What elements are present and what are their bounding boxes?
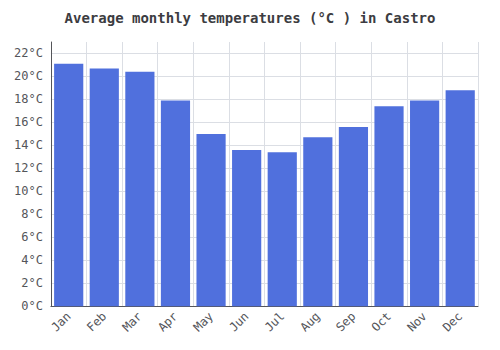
svg-text:8°C: 8°C	[21, 207, 43, 221]
svg-text:12°C: 12°C	[14, 161, 43, 175]
svg-text:Jan: Jan	[48, 309, 73, 334]
svg-text:0°C: 0°C	[21, 299, 43, 313]
svg-text:Aug: Aug	[298, 309, 323, 334]
svg-text:2°C: 2°C	[21, 276, 43, 290]
svg-text:Oct: Oct	[369, 309, 394, 334]
svg-text:Jun: Jun	[226, 309, 251, 334]
svg-text:22°C: 22°C	[14, 46, 43, 60]
svg-text:Sep: Sep	[333, 309, 358, 334]
svg-text:14°C: 14°C	[14, 138, 43, 152]
svg-text:6°C: 6°C	[21, 230, 43, 244]
svg-text:Nov: Nov	[404, 309, 429, 334]
svg-text:18°C: 18°C	[14, 92, 43, 106]
svg-text:Feb: Feb	[84, 309, 109, 334]
svg-text:Mar: Mar	[120, 309, 145, 334]
svg-text:16°C: 16°C	[14, 115, 43, 129]
svg-text:10°C: 10°C	[14, 184, 43, 198]
svg-text:Dec: Dec	[440, 309, 465, 334]
svg-text:4°C: 4°C	[21, 253, 43, 267]
svg-text:May: May	[191, 309, 216, 334]
svg-text:Apr: Apr	[155, 309, 180, 334]
svg-text:Average monthly temperatures (: Average monthly temperatures (°C ) in Ca…	[65, 10, 436, 26]
svg-text:Jul: Jul	[262, 309, 287, 334]
svg-text:20°C: 20°C	[14, 69, 43, 83]
